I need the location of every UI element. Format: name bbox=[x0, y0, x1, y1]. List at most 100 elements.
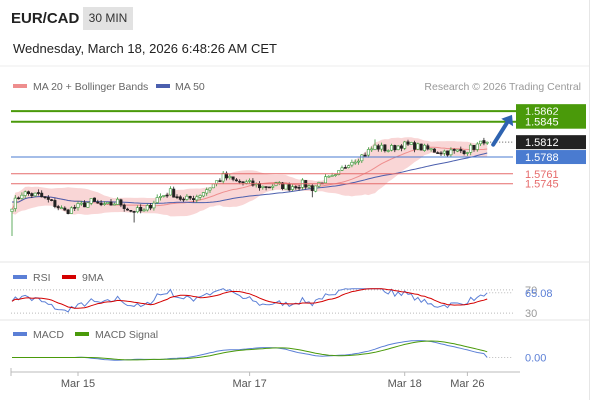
candle bbox=[30, 192, 34, 198]
candle bbox=[449, 147, 453, 157]
candle-body bbox=[267, 186, 271, 189]
candle-body bbox=[432, 148, 436, 153]
candle-body bbox=[455, 149, 459, 152]
candle-body bbox=[69, 207, 73, 214]
candle bbox=[198, 194, 202, 201]
target-level-label: 1.5845 bbox=[525, 117, 559, 129]
support-level-label: 1.5761 bbox=[525, 169, 559, 181]
candle-body bbox=[422, 144, 426, 151]
candle bbox=[271, 183, 275, 191]
candle-body bbox=[413, 142, 417, 150]
candle bbox=[20, 192, 24, 200]
timeframe-badge[interactable]: 30 MIN bbox=[83, 7, 133, 30]
candle bbox=[432, 148, 436, 153]
candle-body bbox=[145, 205, 149, 211]
macd-signal-legend-label: MACD Signal bbox=[95, 329, 158, 341]
candle bbox=[419, 143, 423, 151]
macd-line bbox=[12, 340, 488, 361]
candle-body bbox=[307, 185, 311, 188]
candle-body bbox=[234, 179, 238, 182]
candle bbox=[162, 195, 166, 198]
candle bbox=[59, 205, 63, 209]
candle-body bbox=[208, 187, 212, 191]
candle-body bbox=[264, 186, 268, 188]
candle-body bbox=[436, 152, 440, 154]
last-price-label-bg bbox=[516, 135, 586, 150]
candle-body bbox=[472, 145, 476, 150]
candle bbox=[195, 194, 199, 203]
ma50-legend-label: MA 50 bbox=[175, 81, 205, 93]
candle bbox=[46, 195, 50, 203]
candle-body bbox=[122, 204, 126, 209]
candle-body bbox=[175, 196, 179, 198]
candle-body bbox=[53, 200, 57, 207]
candle bbox=[429, 148, 433, 152]
candle bbox=[129, 210, 133, 213]
candle-body bbox=[426, 145, 430, 150]
candle bbox=[26, 190, 30, 196]
candle-body bbox=[231, 176, 235, 180]
candle-body bbox=[330, 175, 334, 177]
candle bbox=[399, 144, 403, 152]
candle bbox=[251, 178, 255, 187]
candle-body bbox=[251, 180, 255, 186]
rsi-ma-legend-label: 9MA bbox=[82, 272, 104, 284]
candle-body bbox=[93, 197, 97, 202]
pair-title: EUR/CAD bbox=[11, 10, 80, 27]
candle bbox=[225, 171, 229, 181]
candle-body bbox=[33, 192, 37, 197]
candle bbox=[152, 200, 156, 211]
candle bbox=[126, 207, 130, 211]
candle-body bbox=[112, 203, 116, 206]
candle-body bbox=[383, 144, 387, 152]
candle-body bbox=[205, 189, 209, 194]
candle-body bbox=[287, 184, 291, 191]
candle-body bbox=[366, 149, 370, 156]
candle bbox=[13, 195, 17, 212]
candle-body bbox=[30, 193, 34, 197]
candle-body bbox=[172, 188, 176, 198]
candle-body bbox=[102, 203, 106, 205]
rsi-legend-swatch bbox=[13, 275, 27, 279]
candle-body bbox=[350, 162, 354, 166]
candle bbox=[376, 143, 380, 152]
candle-body bbox=[396, 145, 400, 151]
candle-body bbox=[135, 207, 139, 213]
candle-body bbox=[40, 192, 44, 198]
candle bbox=[343, 164, 347, 169]
candle bbox=[261, 185, 265, 190]
candle bbox=[17, 196, 21, 200]
candle bbox=[396, 145, 400, 151]
candle bbox=[482, 137, 486, 146]
candle-body bbox=[403, 141, 407, 149]
candle-body bbox=[225, 172, 229, 179]
candle-body bbox=[185, 195, 189, 200]
candle bbox=[135, 205, 139, 214]
candle bbox=[132, 210, 136, 223]
candle-body bbox=[416, 143, 420, 150]
candle bbox=[317, 181, 321, 189]
candle bbox=[142, 208, 146, 212]
candle-body bbox=[465, 152, 469, 154]
candle-body bbox=[241, 181, 245, 184]
candle-body bbox=[462, 150, 466, 155]
candle bbox=[459, 146, 463, 154]
candle bbox=[363, 152, 367, 157]
candle-body bbox=[347, 165, 351, 168]
candle bbox=[69, 206, 73, 214]
candle bbox=[422, 143, 426, 152]
candle bbox=[373, 139, 377, 151]
candle-body bbox=[119, 199, 123, 206]
candle-body bbox=[439, 152, 443, 155]
candle-body bbox=[373, 144, 377, 150]
macd-legend-label: MACD bbox=[33, 329, 64, 341]
candle bbox=[79, 200, 83, 206]
projection-arrow-head bbox=[501, 114, 514, 127]
rsi-last-value: 65.08 bbox=[525, 288, 553, 300]
candle bbox=[452, 148, 456, 154]
candle-body bbox=[73, 207, 77, 209]
candle bbox=[465, 151, 469, 156]
candle bbox=[264, 186, 268, 191]
candle-body bbox=[380, 144, 384, 150]
candle-body bbox=[211, 183, 215, 189]
